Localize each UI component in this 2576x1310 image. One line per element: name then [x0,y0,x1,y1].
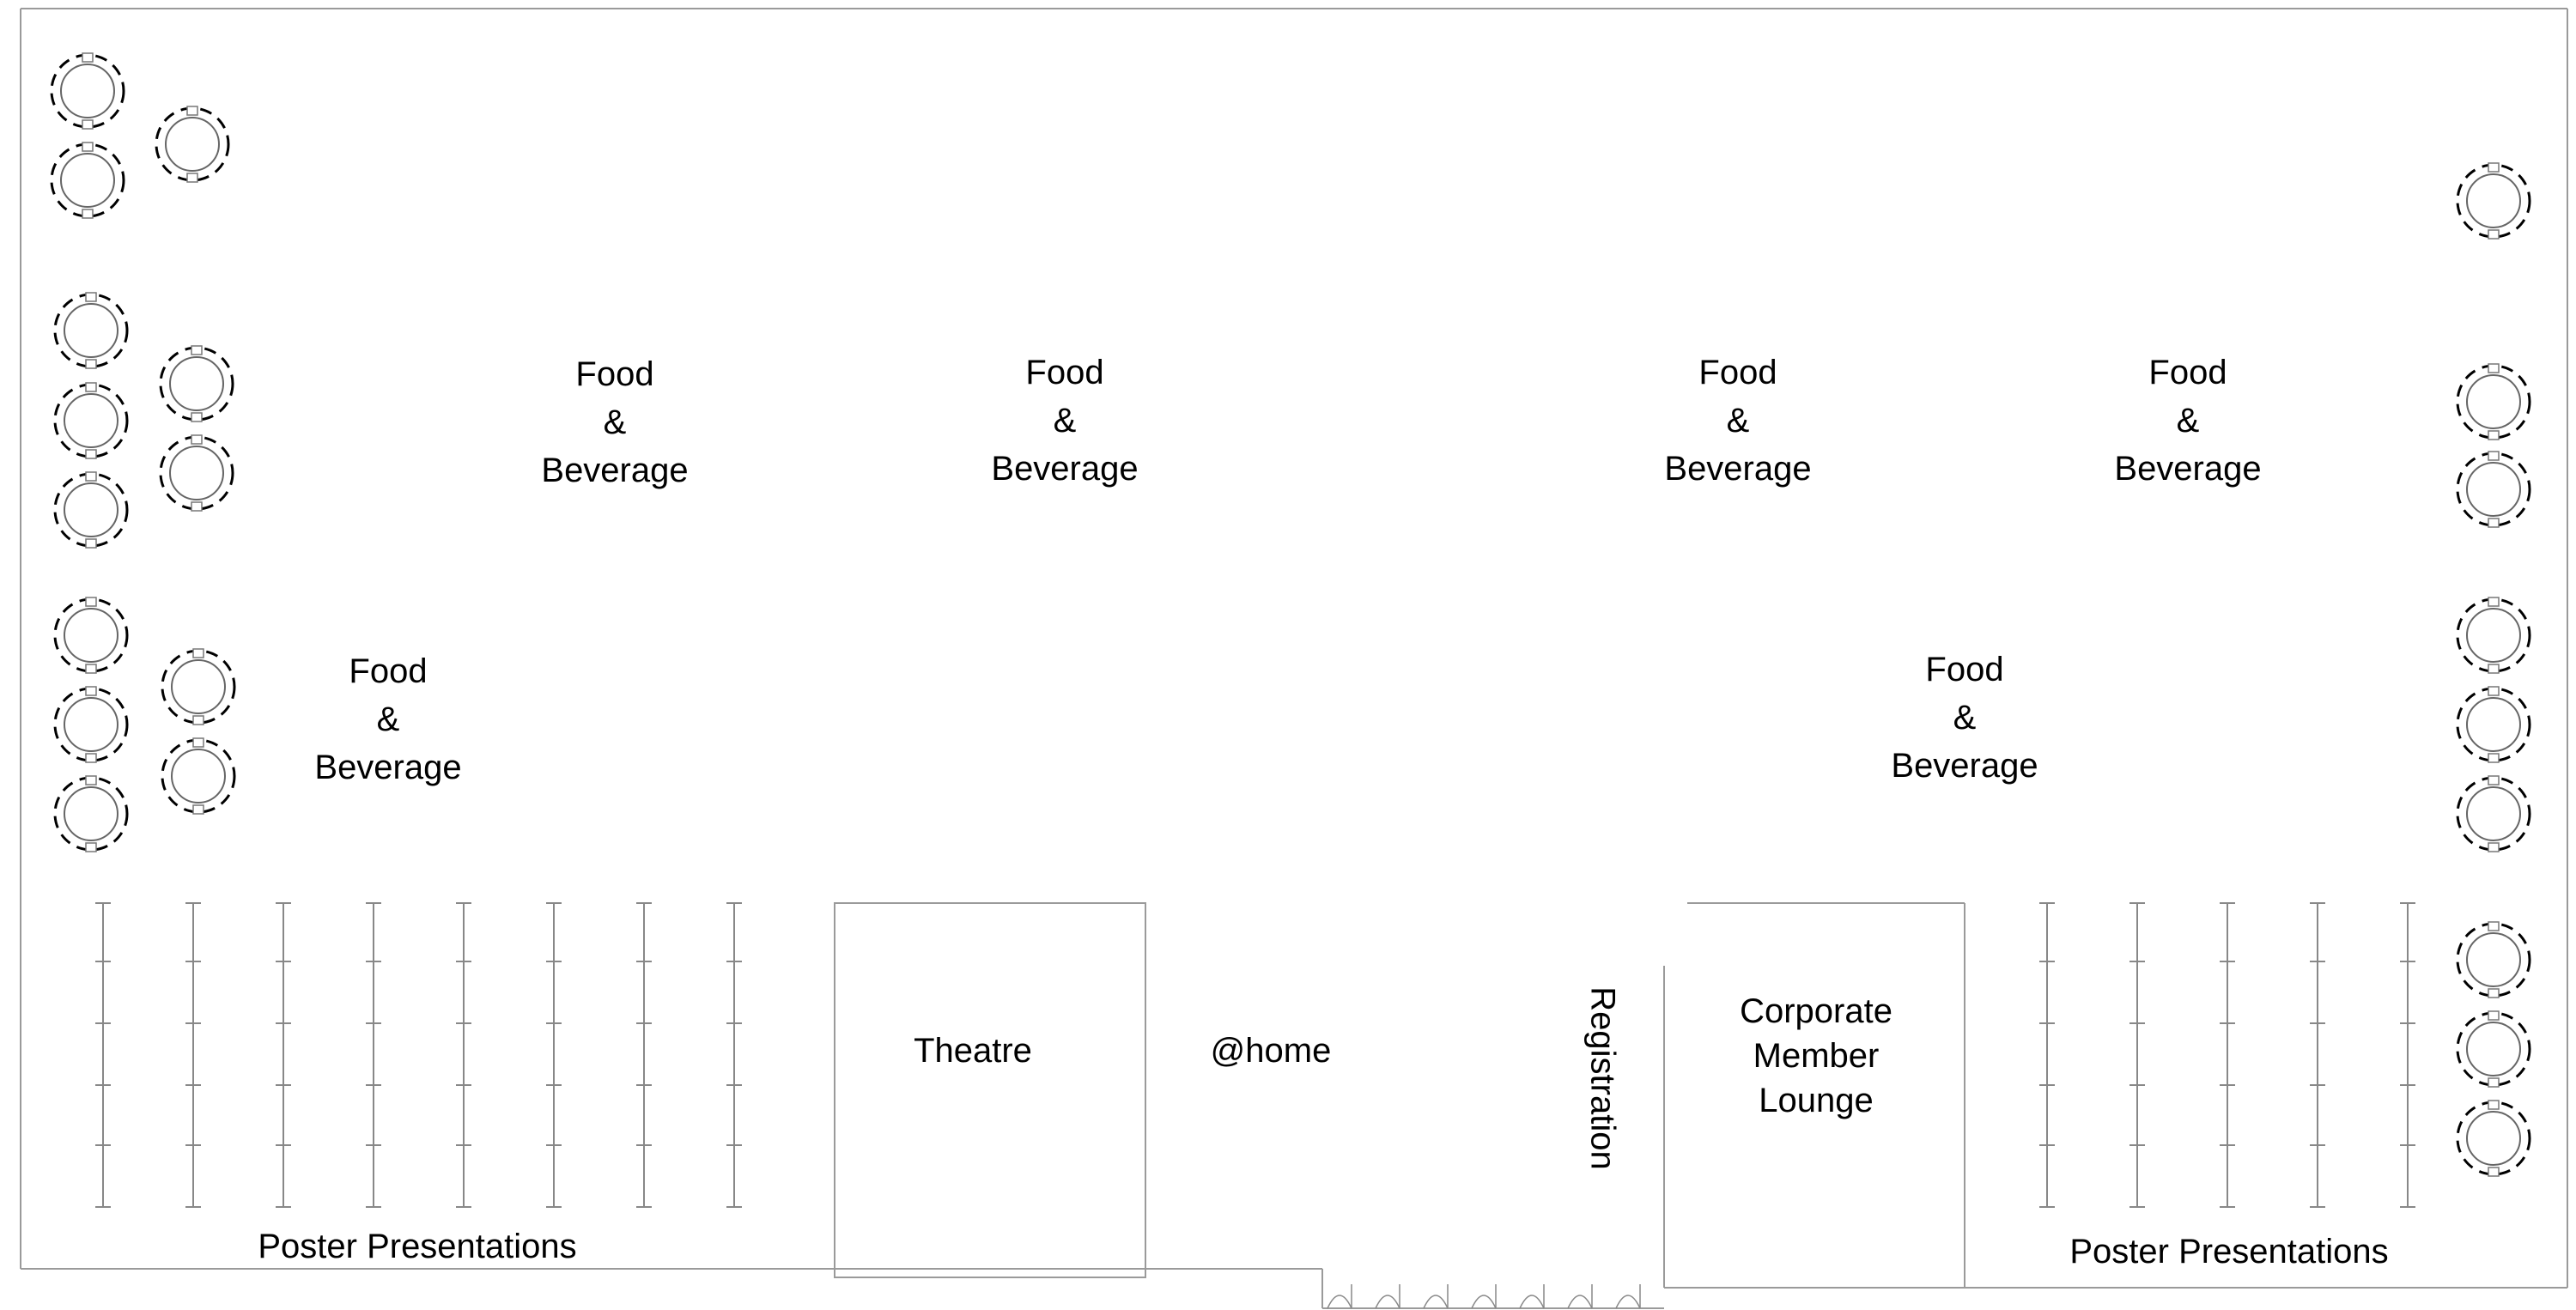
fb5-line3: Beverage [314,749,462,786]
round-table [2456,921,2531,998]
poster-board [276,902,291,1208]
fb3-line1: Food [1698,354,1777,391]
food-beverage-area-1: Food & Beverage [541,350,688,494]
round-table [2456,1010,2531,1088]
poster-presentations-right-label: Poster Presentations [2069,1233,2389,1271]
fb3-line3: Beverage [1664,450,1812,488]
round-table [161,648,236,725]
lounge-line3: Lounge [1759,1082,1874,1119]
fb2-line1: Food [1025,354,1104,391]
entrance-door [1615,1284,1641,1309]
entrance-doors [1327,1284,1641,1309]
round-table [50,52,125,130]
fb3-line2: & [1726,402,1750,440]
fb6-line2: & [1953,699,1977,737]
fb4-line3: Beverage [2114,450,2262,488]
fb4-line2: & [2176,402,2200,440]
poster-board [2310,902,2325,1208]
entrance-door [1327,1284,1352,1309]
fb1-line3: Beverage [541,452,689,489]
lounge-line2: Member [1753,1037,1880,1075]
entrance-door [1375,1284,1400,1309]
round-table [2456,597,2531,674]
entrance-door [1471,1284,1497,1309]
poster-board [2400,902,2415,1208]
fb2-line2: & [1053,402,1077,440]
round-table [2456,686,2531,763]
round-table [2456,363,2531,440]
fb1-line1: Food [575,355,654,393]
round-table [53,292,129,369]
round-table [155,106,230,183]
poster-board [2129,902,2145,1208]
fb4-line1: Food [2148,354,2227,391]
round-table [53,597,129,674]
entrance-door [1519,1284,1545,1309]
round-table [2456,1100,2531,1177]
fb5-line2: & [376,700,400,738]
poster-board [95,902,111,1208]
round-table [53,775,129,852]
round-table [53,382,129,459]
round-table [159,345,234,422]
round-table [159,434,234,512]
theatre-label: Theatre [914,1032,1032,1070]
poster-board [366,902,381,1208]
poster-board [2220,902,2235,1208]
food-beverage-area-2: Food & Beverage [991,349,1138,493]
food-beverage-area-3: Food & Beverage [1664,349,1811,493]
fb6-line3: Beverage [1891,747,2038,785]
poster-boards [95,902,2415,1208]
fb2-line3: Beverage [991,450,1139,488]
poster-board [636,902,652,1208]
corporate-lounge-label: Corporate Member Lounge [1740,989,1893,1123]
food-beverage-area-4: Food & Beverage [2114,349,2261,493]
entrance-door [1567,1284,1593,1309]
round-table [161,737,236,815]
round-table [2456,451,2531,528]
lounge-line1: Corporate [1740,992,1893,1030]
fb5-line1: Food [349,652,428,690]
theatre-room [834,902,1146,1278]
round-table [53,471,129,549]
round-table [2456,775,2531,852]
poster-board [546,902,562,1208]
poster-presentations-left-label: Poster Presentations [258,1228,577,1265]
round-table [53,686,129,763]
poster-board [185,902,201,1208]
round-table [2456,162,2531,240]
poster-board [2039,902,2055,1208]
food-beverage-area-5: Food & Beverage [314,647,461,791]
food-beverage-area-6: Food & Beverage [1891,646,2038,790]
fb6-line1: Food [1925,651,2004,688]
poster-board [726,902,742,1208]
entrance-door [1423,1284,1449,1309]
fb1-line2: & [603,403,627,441]
home-label: @home [1210,1032,1332,1070]
round-table [50,142,125,219]
registration-label: Registration [1583,986,1622,1170]
poster-board [456,902,471,1208]
round-tables [50,52,2531,1177]
venue-walls [20,8,2568,1309]
